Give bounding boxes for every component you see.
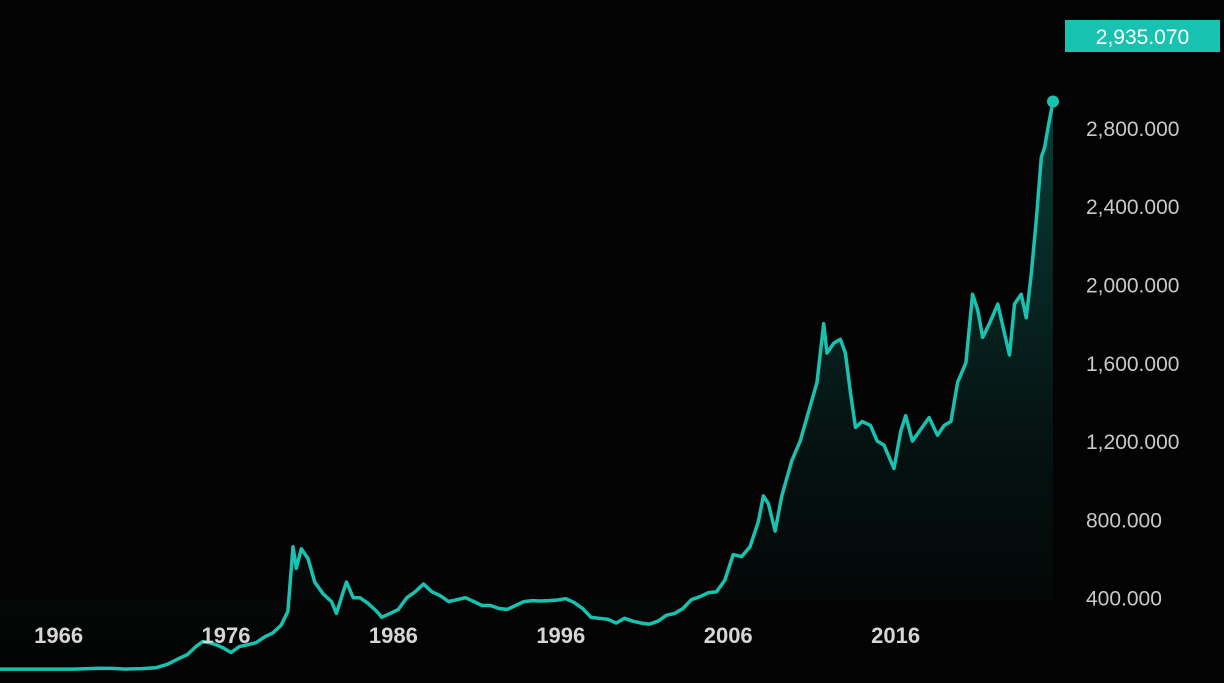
y-axis-ticks: 400.000 800.000 1,200.000 1,600.000 2,000.00… xyxy=(1086,118,1179,611)
y-tick-label: 800.000 xyxy=(1086,509,1162,532)
x-tick-label: 1996 xyxy=(536,623,585,648)
x-tick-label: 2016 xyxy=(871,623,920,648)
last-value-badge-layer: 2,935.070 xyxy=(1047,20,1220,108)
line-layer xyxy=(0,99,1055,671)
x-tick-label: 1966 xyxy=(34,623,83,648)
y-tick-label: 1,600.000 xyxy=(1086,353,1179,376)
area-layer xyxy=(0,101,1053,670)
y-tick-label: 2,800.000 xyxy=(1086,118,1179,141)
series-line xyxy=(0,99,1055,671)
last-value-label: 2,935.070 xyxy=(1096,26,1189,49)
series-area-fill xyxy=(0,101,1053,670)
last-value-badge xyxy=(1065,20,1220,52)
y-tick-label: 2,400.000 xyxy=(1086,196,1179,219)
y-tick-label: 2,000.000 xyxy=(1086,275,1179,298)
y-tick-label: 400.000 xyxy=(1086,588,1162,611)
last-point-marker xyxy=(1047,95,1059,108)
y-tick-label: 1,200.000 xyxy=(1086,431,1179,454)
x-tick-label: 2006 xyxy=(704,623,753,648)
x-tick-label: 1986 xyxy=(369,623,418,648)
x-tick-label: 1976 xyxy=(202,623,251,648)
x-axis-ticks: 1966 1976 1986 1996 2006 2016 xyxy=(34,623,920,648)
